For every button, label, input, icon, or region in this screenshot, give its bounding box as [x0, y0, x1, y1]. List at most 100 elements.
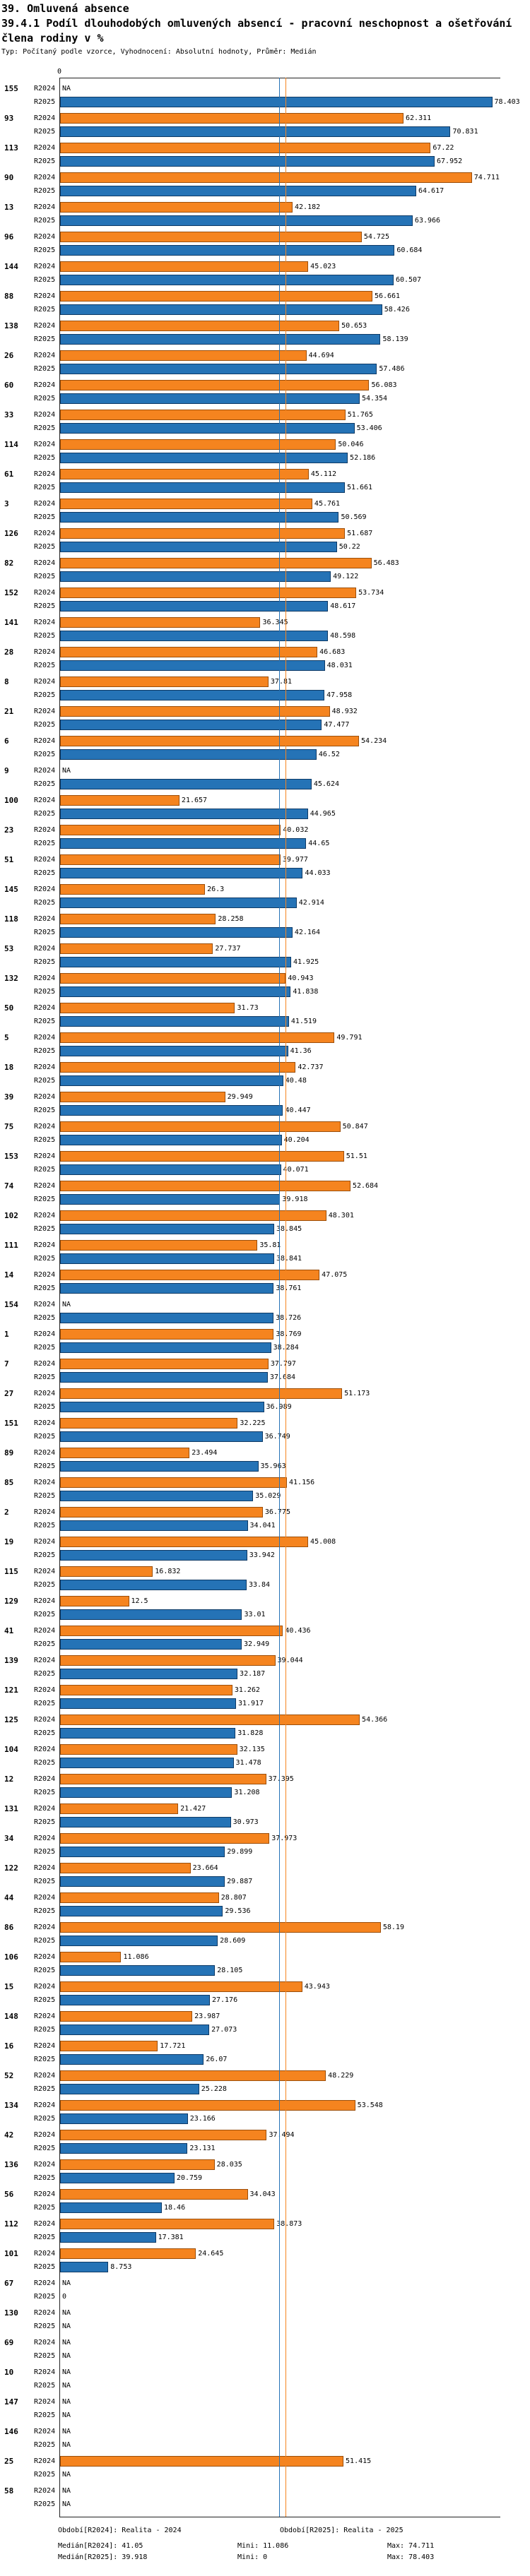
bar-r2025 [60, 1372, 268, 1383]
group-id-label: 152 [4, 588, 18, 597]
value-label-r2024: 45.112 [310, 470, 336, 478]
value-label-r2024: 16.832 [155, 1568, 181, 1575]
series-label-r2025: R2025 [34, 1551, 56, 1559]
footer-period-r2024: Období[R2024]: Realita - 2024 [58, 2527, 182, 2534]
series-label-r2025: R2025 [34, 454, 56, 462]
value-label-r2024: 47.075 [322, 1271, 348, 1279]
series-label-r2024: R2024 [34, 500, 56, 508]
bar-r2024 [60, 647, 318, 657]
footer-max-r2025: Max: 78.403 [387, 2553, 435, 2561]
bar-r2024 [60, 1922, 381, 1933]
value-label-r2025: 67.952 [437, 157, 463, 165]
value-label-r2025: 42.164 [294, 929, 320, 936]
group-id-label: 144 [4, 262, 18, 271]
group-id-label: 18 [4, 1063, 14, 1072]
group-id-label: 52 [4, 2071, 14, 2080]
group-id-label: 125 [4, 1715, 18, 1724]
group-id-label: 138 [4, 321, 18, 330]
series-label-r2024: R2024 [34, 826, 56, 834]
value-label-r2025: 52.186 [350, 454, 376, 462]
group-id-label: 41 [4, 1626, 14, 1635]
value-label-r2024: 56.661 [374, 292, 401, 300]
series-label-r2024: R2024 [34, 1686, 56, 1694]
bar-r2024 [60, 1121, 341, 1132]
value-label-r2025: 57.486 [379, 365, 405, 373]
series-label-r2024: R2024 [34, 1716, 56, 1724]
value-label-r2025: 35.029 [255, 1492, 281, 1500]
series-label-r2025: R2025 [34, 1136, 56, 1144]
group-id-label: 14 [4, 1270, 14, 1280]
series-label-r2024: R2024 [34, 1301, 56, 1308]
value-label-r2025: 30.973 [232, 1818, 259, 1826]
bar-r2024 [60, 143, 431, 153]
value-label-r2025: 26.07 [206, 2056, 228, 2063]
bar-r2025 [60, 1075, 283, 1086]
bar-r2025 [60, 364, 377, 374]
series-label-r2025: R2025 [34, 1848, 56, 1856]
value-label-r2024: 54.234 [361, 737, 387, 745]
series-label-r2024: R2024 [34, 1953, 56, 1961]
bar-r2024 [60, 1151, 344, 1162]
bar-r2025 [60, 1728, 236, 1739]
series-label-r2024: R2024 [34, 2368, 56, 2376]
bar-r2024 [60, 558, 372, 568]
bar-r2024 [60, 2100, 355, 2111]
group-id-label: 96 [4, 232, 14, 242]
group-id-label: 89 [4, 1448, 14, 1457]
bar-r2025 [60, 304, 382, 315]
value-label-r2024: 51.765 [347, 411, 373, 419]
series-label-r2025: R2025 [34, 1640, 56, 1648]
group-id-label: 58 [4, 2486, 14, 2496]
group-id-label: 148 [4, 2012, 18, 2021]
group-id-label: 60 [4, 381, 14, 390]
series-label-r2024: R2024 [34, 85, 56, 93]
series-label-r2025: R2025 [34, 2085, 56, 2093]
series-label-r2025: R2025 [34, 1166, 56, 1174]
bar-r2025 [60, 1105, 283, 1116]
value-label-r2024: 37.81 [270, 678, 293, 686]
value-label-r2024: 31.262 [234, 1686, 260, 1694]
bar-r2025 [60, 97, 493, 107]
bar-r2024 [60, 1329, 274, 1340]
series-label-r2025: R2025 [34, 424, 56, 432]
value-label-r2024: 35.81 [259, 1241, 281, 1249]
value-label-r2025: 31.828 [237, 1729, 264, 1737]
value-label-r2025: 40.204 [283, 1136, 310, 1144]
bar-r2025 [60, 2173, 175, 2183]
bar-r2025 [60, 2143, 188, 2154]
series-label-r2025: R2025 [34, 306, 56, 314]
bar-r2025 [60, 1224, 274, 1234]
group-id-label: 86 [4, 1923, 14, 1932]
series-label-r2025: R2025 [34, 721, 56, 729]
value-label-r2025: 36.989 [266, 1403, 292, 1412]
bar-r2024 [60, 2248, 196, 2259]
group-id-label: 74 [4, 1181, 14, 1191]
bar-r2024 [60, 1477, 288, 1488]
series-label-r2025: R2025 [34, 1314, 56, 1322]
series-label-r2025: R2025 [34, 543, 56, 551]
value-label-r2024: 29.949 [227, 1093, 253, 1101]
bar-r2024 [60, 1833, 270, 1844]
series-label-r2024: R2024 [34, 974, 56, 982]
value-label-r2025: 44.033 [305, 869, 331, 877]
group-id-label: 101 [4, 2249, 18, 2258]
bar-r2025 [60, 1194, 281, 1205]
bar-r2024 [60, 1448, 190, 1458]
series-label-r2024: R2024 [34, 1835, 56, 1842]
series-label-r2025: R2025 [34, 1522, 56, 1530]
series-label-r2025: R2025 [34, 1996, 56, 2004]
group-id-label: 113 [4, 143, 18, 153]
series-label-r2024: R2024 [34, 1568, 56, 1575]
group-id-label: 12 [4, 1775, 14, 1784]
value-label-r2024: 51.173 [344, 1390, 370, 1397]
bar-r2024 [60, 469, 309, 479]
bar-r2025 [60, 275, 394, 285]
group-id-label: 19 [4, 1537, 14, 1546]
value-label-r2024: 51.687 [347, 530, 373, 537]
bar-r2024 [60, 499, 312, 509]
series-label-r2024: R2024 [34, 1805, 56, 1813]
series-label-r2025: R2025 [34, 1759, 56, 1767]
series-label-r2024: R2024 [34, 441, 56, 448]
series-label-r2025: R2025 [34, 810, 56, 818]
series-label-r2024: R2024 [34, 1063, 56, 1071]
